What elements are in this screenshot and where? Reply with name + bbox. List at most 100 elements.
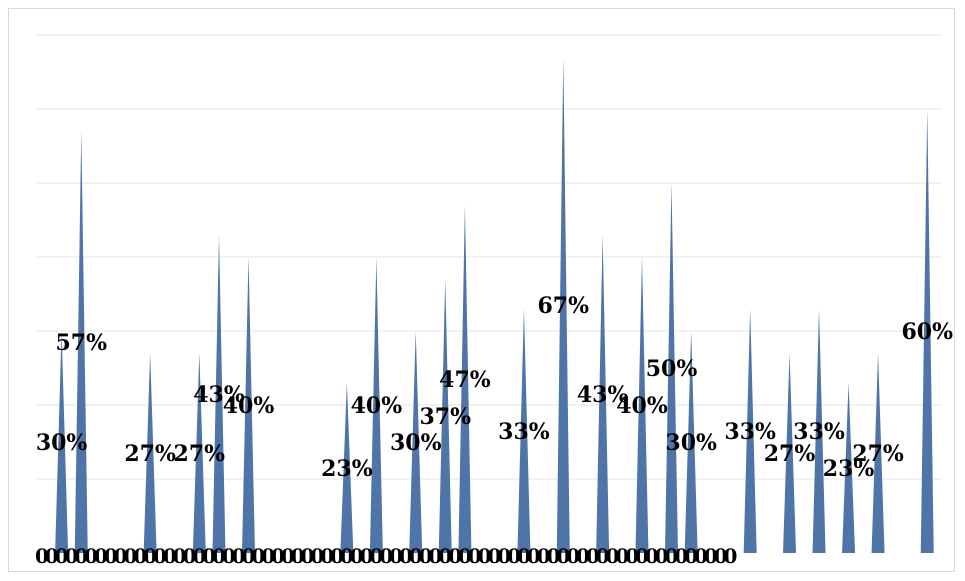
bar-cone [143, 353, 157, 553]
data-label: 27% [764, 441, 816, 467]
data-label: 40% [351, 393, 403, 419]
x-tick-label: 0 [212, 544, 226, 568]
x-tick-label: 0 [409, 544, 423, 568]
x-tick-label: 0 [596, 544, 610, 568]
data-label: 50% [646, 356, 698, 382]
bar-cone [635, 257, 649, 553]
bar-cone [517, 308, 531, 553]
x-tick-label: 0 [114, 544, 128, 568]
x-tick-label: 0 [74, 544, 88, 568]
x-tick-label: 0 [192, 544, 206, 568]
x-tick-label: 0 [615, 544, 629, 568]
x-tick-label: 0 [458, 544, 472, 568]
x-tick-label: 0 [340, 544, 354, 568]
bar-cone [596, 234, 610, 554]
x-tick-label: 0 [153, 544, 167, 568]
bar-cone [369, 257, 383, 553]
x-tick-label: 0 [428, 544, 442, 568]
x-tick-label: 0 [606, 544, 620, 568]
x-tick-label: 0 [84, 544, 98, 568]
x-tick-label: 0 [330, 544, 344, 568]
bar-cone [783, 353, 797, 553]
x-tick-label: 0 [625, 544, 639, 568]
bar-cone [212, 234, 226, 554]
data-label: 30% [665, 430, 717, 456]
x-tick-label: 0 [487, 544, 501, 568]
x-tick-label: 0 [173, 544, 187, 568]
x-tick-label: 0 [123, 544, 137, 568]
x-tick-label: 0 [556, 544, 570, 568]
bar-cone [842, 382, 856, 553]
bar-cone [409, 331, 423, 553]
bar-cone [684, 331, 698, 553]
x-tick-label: 0 [202, 544, 216, 568]
bar-cone [192, 353, 206, 553]
bar-cone [812, 308, 826, 553]
x-tick-label: 0 [566, 544, 580, 568]
bar-cone [241, 257, 255, 553]
data-label: 57% [56, 330, 108, 356]
bar-cone [920, 109, 934, 553]
bar-cone [438, 279, 452, 553]
data-label: 33% [793, 419, 845, 445]
data-label: 67% [538, 293, 590, 319]
data-label: 23% [321, 456, 373, 482]
x-tick-label: 0 [360, 544, 374, 568]
bar-cone [556, 57, 570, 553]
bar-cone [340, 382, 354, 553]
x-tick-label: 0 [291, 544, 305, 568]
x-tick-label: 0 [576, 544, 590, 568]
data-label: 33% [498, 419, 550, 445]
x-tick-label: 0 [438, 544, 452, 568]
x-tick-label: 0 [448, 544, 462, 568]
x-tick-label: 0 [261, 544, 275, 568]
bar-cone [55, 331, 69, 553]
x-tick-label: 0 [64, 544, 78, 568]
x-tick-label: 0 [724, 544, 738, 568]
x-tick-label: 0 [369, 544, 383, 568]
x-tick-label: 0 [133, 544, 147, 568]
data-label: 27% [852, 441, 904, 467]
x-tick-label: 0 [674, 544, 688, 568]
data-label: 40% [223, 393, 275, 419]
x-tick-label: 0 [143, 544, 157, 568]
x-tick-label: 0 [478, 544, 492, 568]
data-label: 30% [36, 430, 88, 456]
data-label: 27% [124, 441, 176, 467]
x-tick-label: 0 [271, 544, 285, 568]
data-label: 40% [616, 393, 668, 419]
x-tick-label: 0 [251, 544, 265, 568]
x-tick-label: 0 [468, 544, 482, 568]
bar-cone [743, 308, 757, 553]
x-tick-label: 0 [684, 544, 698, 568]
x-tick-label: 0 [389, 544, 403, 568]
x-tick-label: 0 [183, 544, 197, 568]
x-tick-label: 0 [546, 544, 560, 568]
x-tick-label: 0 [350, 544, 364, 568]
x-tick-label: 0 [635, 544, 649, 568]
data-label: 23% [823, 456, 875, 482]
x-tick-label: 0 [45, 544, 59, 568]
x-tick-label: 0 [94, 544, 108, 568]
x-tick-label: 0 [419, 544, 433, 568]
data-label: 30% [390, 430, 442, 456]
x-tick-label: 0 [694, 544, 708, 568]
x-tick-label: 0 [301, 544, 315, 568]
x-tick-label: 0 [655, 544, 669, 568]
bar-cone [871, 353, 885, 553]
x-tick-label: 0 [586, 544, 600, 568]
x-tick-label: 0 [645, 544, 659, 568]
bar-cone [74, 131, 88, 553]
chart-area [8, 8, 955, 572]
x-tick-label: 0 [232, 544, 246, 568]
x-tick-label: 0 [242, 544, 256, 568]
x-tick-label: 0 [163, 544, 177, 568]
data-label: 37% [419, 404, 471, 430]
x-tick-label: 0 [704, 544, 718, 568]
x-tick-label: 0 [507, 544, 521, 568]
x-tick-label: 0 [310, 544, 324, 568]
x-tick-label: 0 [399, 544, 413, 568]
x-tick-label: 0 [527, 544, 541, 568]
x-tick-label: 0 [320, 544, 334, 568]
